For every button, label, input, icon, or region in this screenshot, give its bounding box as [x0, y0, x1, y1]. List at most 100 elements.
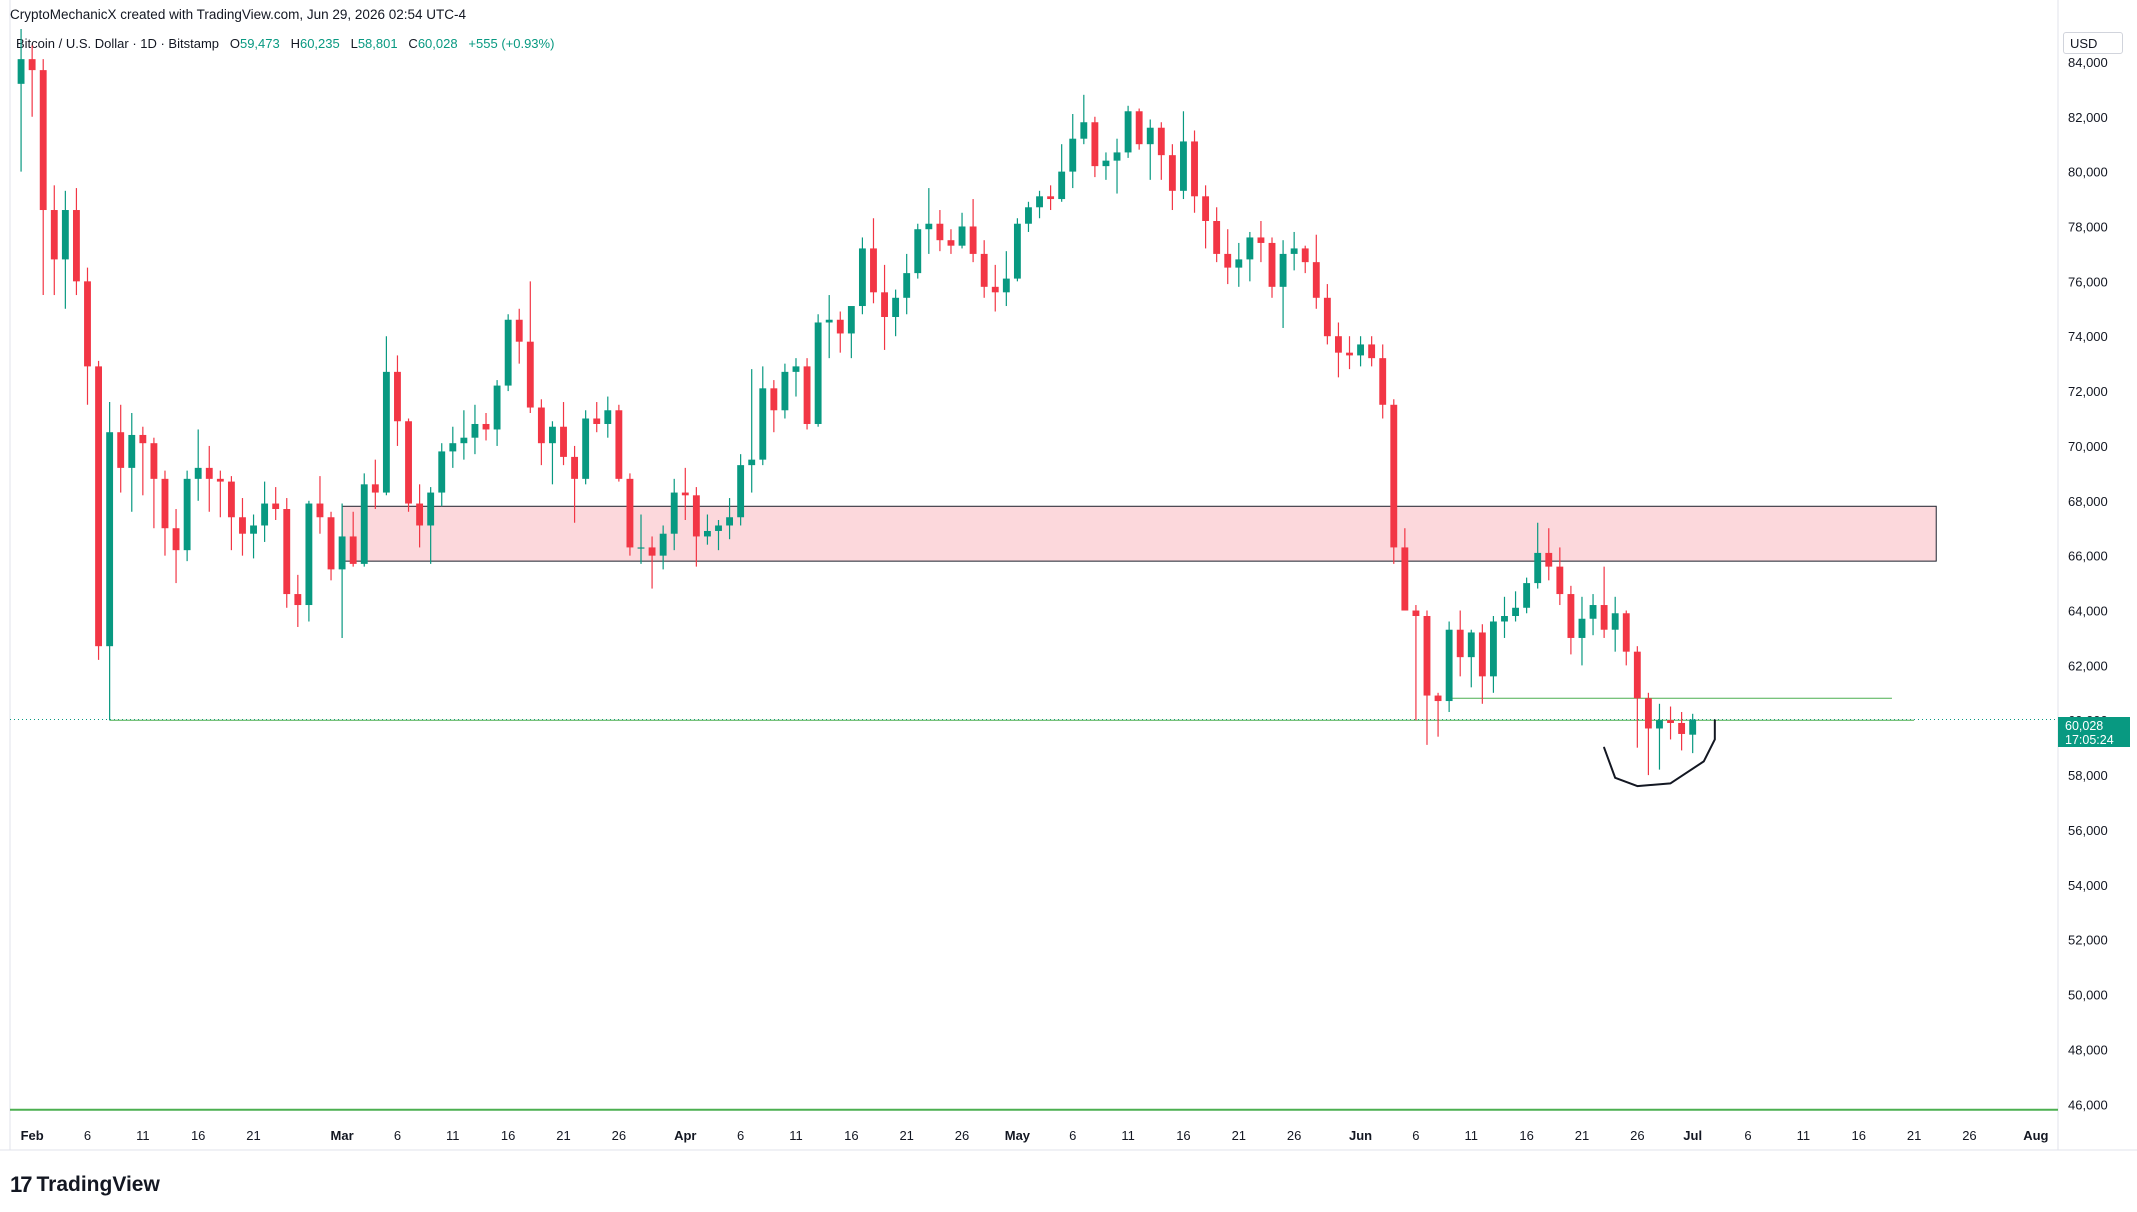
y-tick-label: 52,000 — [2068, 933, 2108, 948]
candle-body — [825, 319, 833, 323]
candle-body — [1534, 552, 1542, 584]
symbol-name: Bitcoin / U.S. Dollar · 1D · Bitstamp — [16, 36, 219, 51]
candle-body — [460, 437, 468, 444]
open-label: O — [229, 36, 240, 51]
x-tick-label: 16 — [1519, 1128, 1533, 1143]
candle-body — [438, 451, 446, 493]
candle-body — [991, 286, 999, 293]
candle-body — [394, 371, 401, 422]
candle-body — [549, 426, 556, 444]
y-tick-label: 68,000 — [2068, 494, 2108, 509]
y-tick-label: 70,000 — [2068, 439, 2108, 454]
candle-body — [338, 536, 346, 570]
bar-countdown: 17:05:24 — [2065, 733, 2114, 747]
candle-body — [371, 484, 379, 493]
candle-body — [61, 210, 69, 260]
candle-body — [416, 503, 424, 526]
candle-body — [482, 423, 490, 430]
x-tick-label: 26 — [1630, 1128, 1644, 1143]
candle-body — [1102, 160, 1110, 167]
candle-body — [560, 426, 567, 457]
candle-body — [1467, 632, 1475, 658]
y-tick-label: 74,000 — [2068, 329, 2108, 344]
x-tick-label: Apr — [674, 1128, 696, 1143]
change-value: +555 (+0.93%) — [468, 36, 555, 51]
y-tick-label: 80,000 — [2068, 165, 2108, 180]
candle-body — [1368, 344, 1376, 359]
candle-body — [1656, 720, 1663, 729]
candle-body — [1390, 404, 1398, 548]
y-tick-label: 46,000 — [2068, 1097, 2108, 1112]
candle-body — [227, 481, 235, 518]
y-tick-label: 48,000 — [2068, 1042, 2108, 1057]
candle-body — [294, 594, 302, 606]
x-tick-label: 21 — [246, 1128, 260, 1143]
candle-body — [1135, 111, 1143, 145]
x-tick-label: 21 — [1907, 1128, 1921, 1143]
candle-body — [1157, 127, 1165, 156]
candle-body — [1501, 616, 1508, 622]
candle-body — [1644, 698, 1652, 729]
candle-body — [892, 297, 900, 318]
y-tick-label: 84,000 — [2068, 55, 2108, 70]
x-tick-label: 11 — [1121, 1128, 1135, 1143]
candle-body — [1489, 621, 1497, 677]
candle-body — [50, 210, 58, 260]
candle-body — [95, 366, 102, 647]
y-tick-label: 72,000 — [2068, 384, 2108, 399]
candle-body — [692, 495, 700, 537]
candle-body — [161, 478, 169, 529]
candle-body — [1379, 358, 1387, 405]
low-label: L — [350, 36, 358, 51]
candle-body — [1589, 605, 1597, 619]
tradingview-logo-icon: 17 — [10, 1172, 33, 1197]
candle-body — [1478, 632, 1486, 677]
candle-body — [626, 478, 634, 548]
candle-body — [382, 371, 390, 493]
x-tick-label: 16 — [1852, 1128, 1866, 1143]
candle-body — [1180, 141, 1187, 191]
close-label: C — [408, 36, 418, 51]
candle-body — [1689, 719, 1697, 735]
close-value: 60,028 — [417, 36, 458, 51]
candle-body — [836, 319, 844, 334]
candle-body — [1678, 722, 1686, 734]
candle-body — [615, 410, 623, 479]
candle-body — [1213, 220, 1221, 254]
currency-button[interactable]: USD — [2063, 32, 2123, 54]
candle-body — [250, 525, 257, 534]
candle-body — [1445, 629, 1453, 702]
symbol-legend: Bitcoin / U.S. Dollar · 1D · Bitstamp O 5… — [16, 36, 554, 51]
candle-body — [1224, 253, 1232, 268]
candle-body — [449, 443, 457, 452]
candle-body — [670, 492, 678, 534]
x-tick-label: 26 — [955, 1128, 969, 1143]
y-tick-label: 56,000 — [2068, 823, 2108, 838]
candle-body — [272, 503, 280, 510]
candle-body — [239, 517, 246, 534]
candle-body — [1290, 248, 1298, 254]
last-price-label: 60,028 17:05:24 — [2058, 717, 2130, 747]
candle-body — [194, 467, 202, 479]
low-value: 58,801 — [357, 36, 398, 51]
candle-body — [648, 547, 656, 556]
candle-body — [1667, 720, 1674, 723]
drawn-curve — [1603, 719, 1716, 788]
candle-body — [216, 478, 224, 482]
candle-body — [139, 434, 147, 444]
candle-body — [681, 492, 689, 496]
resistance-zone — [341, 505, 1937, 562]
x-tick-label: Feb — [21, 1128, 44, 1143]
candle-body — [593, 418, 601, 424]
x-tick-label: Jun — [1349, 1128, 1372, 1143]
x-tick-label: 21 — [899, 1128, 913, 1143]
candle-body — [659, 533, 667, 556]
candle-body — [1113, 152, 1121, 161]
candle-body — [858, 248, 866, 307]
candle-body — [1091, 122, 1099, 167]
y-tick-label: 50,000 — [2068, 988, 2108, 1003]
candle-body — [1279, 253, 1287, 287]
candle-body — [261, 503, 269, 526]
y-tick-label: 78,000 — [2068, 219, 2108, 234]
